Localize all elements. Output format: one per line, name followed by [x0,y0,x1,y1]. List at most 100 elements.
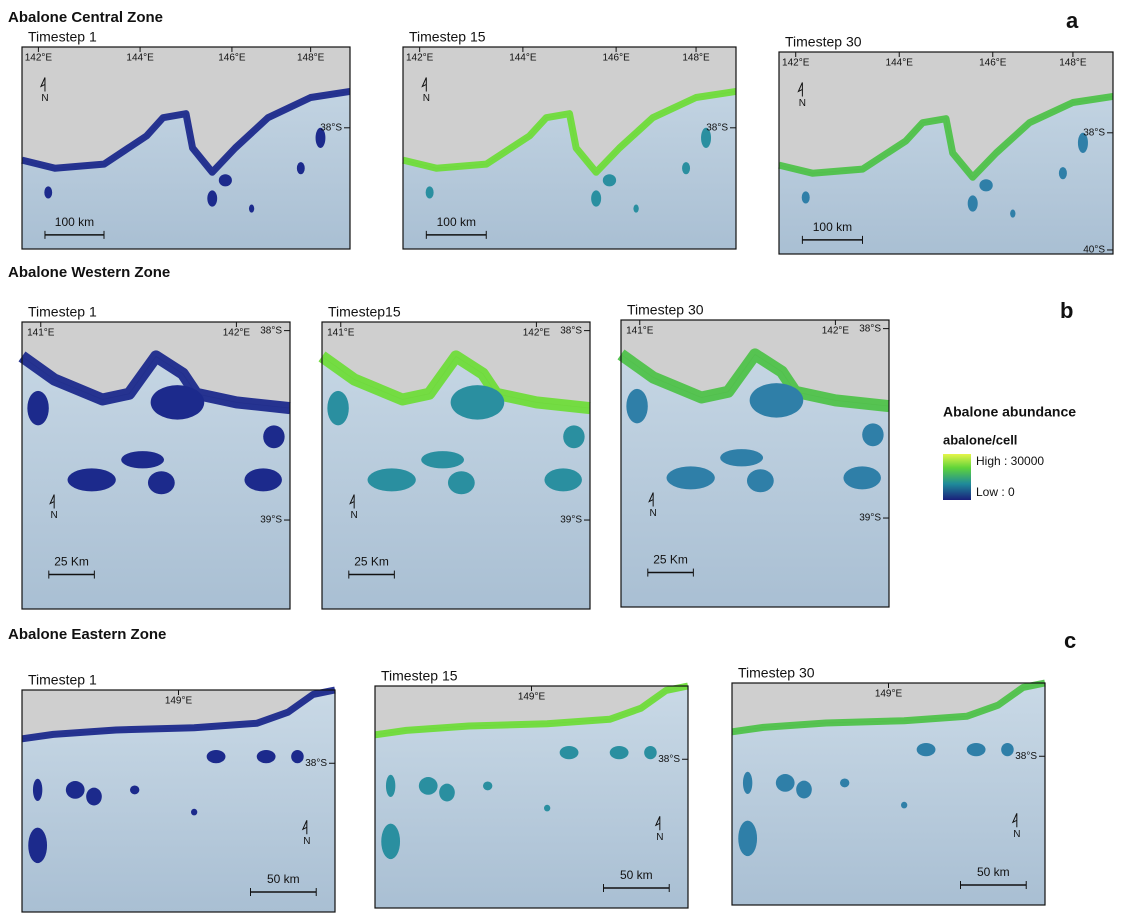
panel-label: Timestep 1 [28,672,97,688]
habitat-patch [843,466,881,489]
habitat-patch [644,746,657,759]
habitat-patch [381,824,400,860]
habitat-patch [86,788,102,806]
habitat-patch [249,205,254,213]
map-panel: 149°E38°S50 kmN [22,690,335,912]
habitat-patch [386,775,395,797]
habitat-patch [667,466,715,489]
panel-label: Timestep15 [328,304,401,320]
lat-tick-label: 39°S [260,515,282,526]
scale-label: 50 km [620,868,653,882]
habitat-patch [244,468,282,491]
habitat-patch [563,425,584,448]
legend-high: High : 30000 [976,454,1044,468]
panel-label: Timestep 30 [738,665,815,681]
zone-title: Abalone Central Zone [8,9,163,26]
lon-tick-label: 148°E [682,53,710,64]
panel-label: Timestep 15 [381,668,458,684]
habitat-patch [483,781,492,790]
habitat-patch [263,425,284,448]
habitat-patch [448,471,475,494]
habitat-patch [862,423,883,446]
lon-tick-label: 146°E [218,53,246,64]
lon-tick-label: 141°E [626,326,654,337]
figure: Abalone abundance abalone/cell High : 30… [0,0,1123,915]
north-label: N [799,98,806,109]
habitat-patch [738,821,757,857]
lat-tick-label: 38°S [305,758,327,769]
habitat-patch [148,471,175,494]
habitat-patch [426,186,434,198]
habitat-patch [979,179,992,191]
lon-tick-label: 146°E [979,58,1007,69]
habitat-patch [1010,210,1015,218]
north-label: N [351,510,358,521]
habitat-patch [297,162,305,174]
map-panel: 142°E144°E146°E148°E38°S40°S100 kmN [779,52,1113,256]
panel-letter: b [1060,298,1073,323]
habitat-patch [421,451,464,468]
lon-tick-label: 142°E [822,326,850,337]
panel-letter: c [1064,628,1076,653]
habitat-patch [544,468,582,491]
habitat-patch [626,389,647,423]
lon-tick-label: 142°E [782,58,810,69]
legend-ramp [943,454,971,500]
habitat-patch [560,746,579,759]
habitat-patch [121,451,164,468]
panel-label: Timestep 1 [28,304,97,320]
panel-letter: a [1066,8,1079,33]
habitat-patch [368,468,416,491]
legend-unit: abalone/cell [943,432,1017,447]
lon-tick-label: 149°E [518,692,546,703]
habitat-patch [802,191,810,203]
scale-label: 100 km [437,215,476,229]
lon-tick-label: 141°E [27,328,55,339]
lat-tick-label: 38°S [658,754,680,765]
lon-tick-label: 146°E [602,53,630,64]
lat-tick-label: 38°S [320,122,342,133]
habitat-patch [191,809,197,816]
north-label: N [423,93,430,104]
panel-label: Timestep 1 [28,29,97,45]
habitat-patch [151,385,205,419]
scale-label: 25 Km [54,555,89,569]
habitat-patch [544,805,550,812]
habitat-patch [720,449,763,466]
habitat-patch [603,174,616,186]
habitat-patch [610,746,629,759]
habitat-patch [967,743,986,756]
habitat-patch [591,190,601,206]
habitat-patch [419,777,438,795]
north-label: N [303,836,310,847]
habitat-patch [750,383,804,417]
north-label: N [41,93,48,104]
north-label: N [51,510,58,521]
lon-tick-label: 142°E [406,53,434,64]
habitat-patch [439,784,455,802]
zone-title: Abalone Western Zone [8,264,170,281]
lat-tick-label: 38°S [1083,127,1105,138]
lat-tick-label: 38°S [859,323,881,334]
habitat-patch [68,468,116,491]
habitat-patch [28,828,47,864]
scale-label: 25 Km [354,555,389,569]
panel-label: Timestep 30 [785,34,862,50]
habitat-patch [207,190,217,206]
scale-label: 25 Km [653,553,688,567]
lon-tick-label: 149°E [875,689,903,700]
habitat-patch [327,391,348,425]
habitat-patch [130,785,139,794]
lon-tick-label: 142°E [25,53,53,64]
lon-tick-label: 148°E [297,53,325,64]
north-label: N [656,832,663,843]
habitat-patch [968,195,978,211]
scale-label: 100 km [813,220,852,234]
habitat-patch [747,469,774,492]
habitat-patch [1059,167,1067,179]
legend-low: Low : 0 [976,485,1015,499]
habitat-patch [291,750,304,763]
